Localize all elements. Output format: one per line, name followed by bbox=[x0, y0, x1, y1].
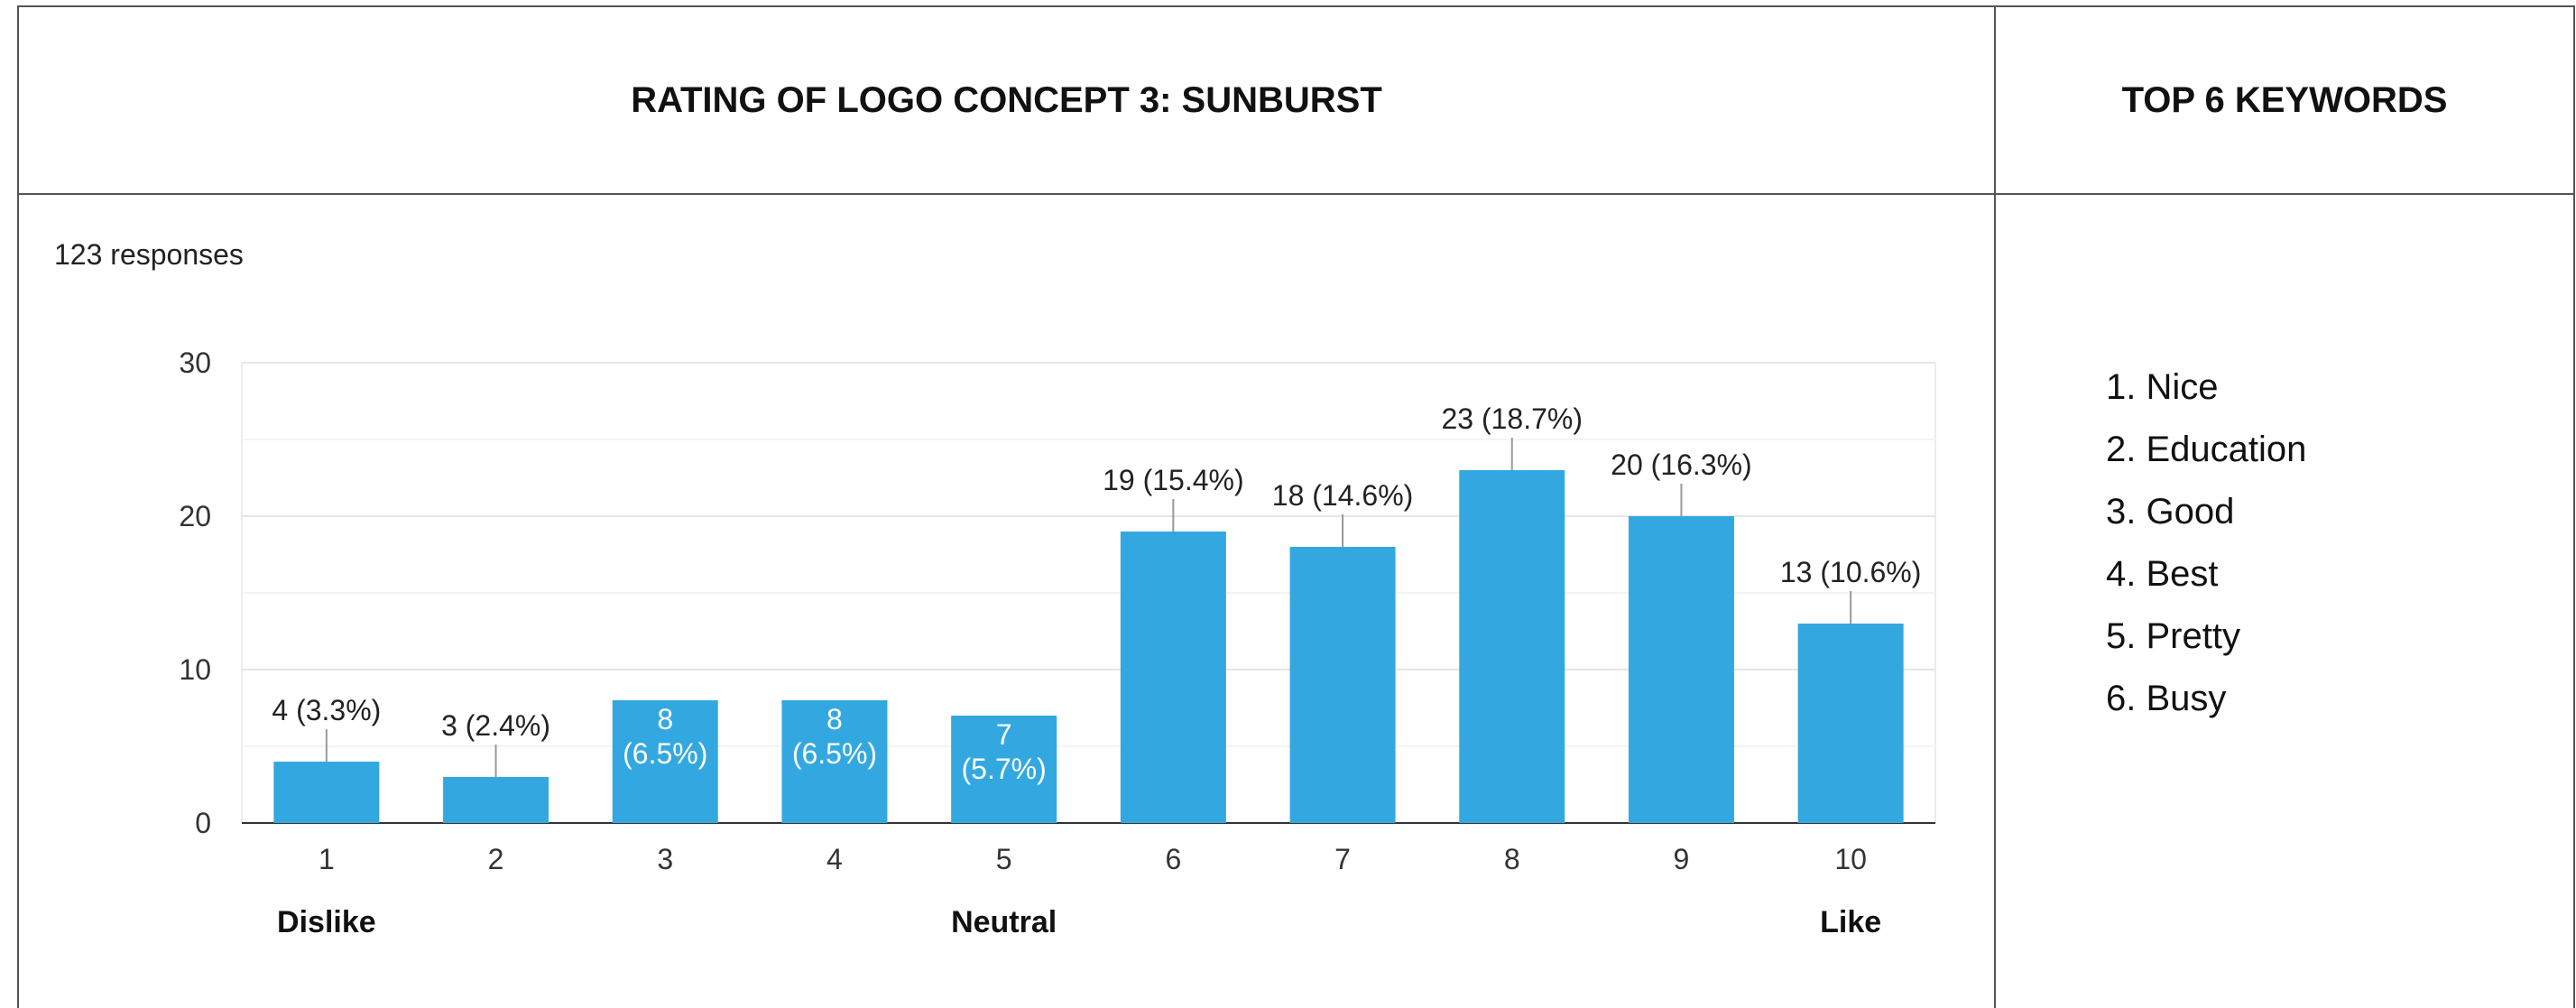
x-tick-label: 8 bbox=[1504, 843, 1520, 875]
bar bbox=[1459, 470, 1565, 823]
value-label: 18 (14.6%) bbox=[1272, 479, 1414, 512]
value-label: 23 (18.7%) bbox=[1441, 402, 1583, 435]
value-label: 4 (3.3%) bbox=[272, 694, 381, 726]
response-count: 123 responses bbox=[54, 238, 244, 271]
x-tick-label: 5 bbox=[996, 843, 1012, 875]
x-tick-label: 2 bbox=[488, 843, 504, 875]
value-label: 8 (6.5%) bbox=[791, 703, 878, 770]
bar bbox=[1120, 532, 1226, 823]
y-tick-label: 0 bbox=[195, 807, 211, 839]
scale-label: Neutral bbox=[951, 905, 1057, 939]
bar bbox=[951, 716, 1057, 823]
left-header: RATING OF LOGO CONCEPT 3: SUNBURST bbox=[631, 79, 1382, 120]
scale-label: Dislike bbox=[277, 905, 376, 939]
scale-label: Like bbox=[1820, 905, 1881, 939]
bar bbox=[612, 700, 718, 823]
bar bbox=[781, 700, 888, 823]
keyword: 3. Good bbox=[2106, 492, 2235, 532]
value-label: 3 (2.4%) bbox=[441, 709, 550, 742]
x-tick-label: 3 bbox=[657, 843, 673, 875]
keyword: 1. Nice bbox=[2106, 367, 2219, 407]
value-label: 8 (6.5%) bbox=[623, 703, 708, 770]
x-tick-label: 1 bbox=[319, 843, 335, 875]
y-tick-label: 10 bbox=[179, 653, 211, 686]
x-tick-label: 9 bbox=[1674, 843, 1690, 875]
value-label: 19 (15.4%) bbox=[1103, 464, 1244, 496]
x-tick-label: 7 bbox=[1334, 843, 1351, 875]
table-border bbox=[17, 5, 2575, 1008]
keyword: 2. Education bbox=[2106, 430, 2307, 469]
keyword-list: 1. Nice 2. Education 3. Good 4. Best 5. Pret… bbox=[2106, 356, 2306, 730]
y-tick-label: 30 bbox=[179, 347, 211, 379]
keyword: 5. Pretty bbox=[2106, 616, 2240, 656]
bar bbox=[273, 762, 380, 823]
value-label: 7 (5.7%) bbox=[961, 718, 1047, 785]
x-tick-label: 6 bbox=[1165, 843, 1181, 875]
value-label: 20 (16.3%) bbox=[1611, 449, 1752, 481]
value-label: 13 (10.6%) bbox=[1780, 556, 1922, 588]
x-tick-label: 10 bbox=[1834, 843, 1867, 875]
right-header: TOP 6 KEYWORDS bbox=[2121, 79, 2448, 120]
bar bbox=[443, 777, 549, 823]
keyword: 6. Busy bbox=[2106, 679, 2227, 718]
x-tick-label: 4 bbox=[826, 843, 843, 875]
bar bbox=[1289, 547, 1396, 823]
y-tick-label: 20 bbox=[179, 500, 211, 532]
keyword: 4. Best bbox=[2106, 554, 2219, 594]
bar bbox=[1628, 516, 1734, 823]
bar bbox=[1797, 624, 1904, 823]
